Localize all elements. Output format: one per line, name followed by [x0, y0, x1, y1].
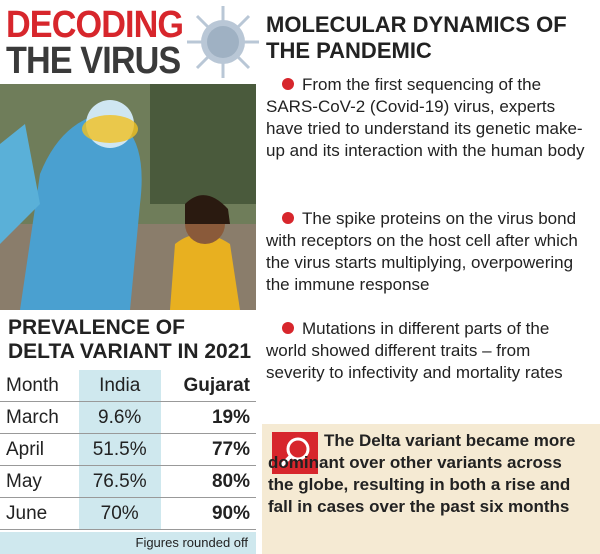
bullet-dot — [282, 212, 294, 224]
bullet-text: From the first sequencing of the SARS-Co… — [266, 75, 585, 160]
table-row: June 70% 90% — [0, 497, 256, 530]
table-cell: 76.5% — [78, 465, 161, 498]
table-cell: 9.6% — [78, 401, 161, 434]
title-line-2: THE VIRUS — [6, 40, 181, 82]
bullet-text: Mutations in different parts of the worl… — [266, 319, 563, 382]
table-cell: 77% — [160, 433, 256, 466]
table-cell: May — [0, 465, 79, 498]
bullet-text: The spike proteins on the virus bond wit… — [266, 209, 578, 294]
title-line-1: DECODING — [6, 4, 184, 46]
bullet-dot — [282, 322, 294, 334]
header-cell: India — [78, 370, 161, 402]
table-cell: 90% — [160, 497, 256, 530]
header-cell: Month — [0, 370, 79, 402]
bullet-dot — [282, 78, 294, 90]
bullet: The spike proteins on the virus bond wit… — [266, 208, 592, 296]
table-cell: March — [0, 401, 79, 434]
table-cell: 19% — [160, 401, 256, 434]
bullet: Mutations in different parts of the worl… — [266, 318, 592, 384]
table-title: PREVALENCE OF DELTA VARIANT IN 2021 — [8, 316, 252, 363]
highlight-box — [262, 424, 600, 554]
table-note: Figures rounded off — [0, 532, 256, 554]
highlight-text: The Delta variant became more dominant o… — [268, 431, 576, 516]
article-title: MOLECULAR DYNAMICS OF THE PANDEMIC — [266, 12, 567, 63]
table-cell: June — [0, 497, 79, 530]
table-cell: 70% — [78, 497, 161, 530]
prevalence-table: Month India Gujarat March 9.6% 19% April 51.… — [0, 370, 256, 530]
table-cell: April — [0, 433, 79, 466]
table-cell: 51.5% — [78, 433, 161, 466]
virus-icon — [187, 6, 259, 78]
magnifier-icon — [272, 432, 318, 474]
table-row: May 76.5% 80% — [0, 465, 256, 498]
header-row: Month India Gujarat — [0, 370, 256, 402]
table-row: April 51.5% 77% — [0, 433, 256, 466]
header-cell: Gujarat — [160, 370, 256, 402]
photo — [0, 84, 256, 310]
table-row: March 9.6% 19% — [0, 401, 256, 434]
bullet: From the first sequencing of the SARS-Co… — [266, 74, 592, 162]
table-cell: 80% — [160, 465, 256, 498]
